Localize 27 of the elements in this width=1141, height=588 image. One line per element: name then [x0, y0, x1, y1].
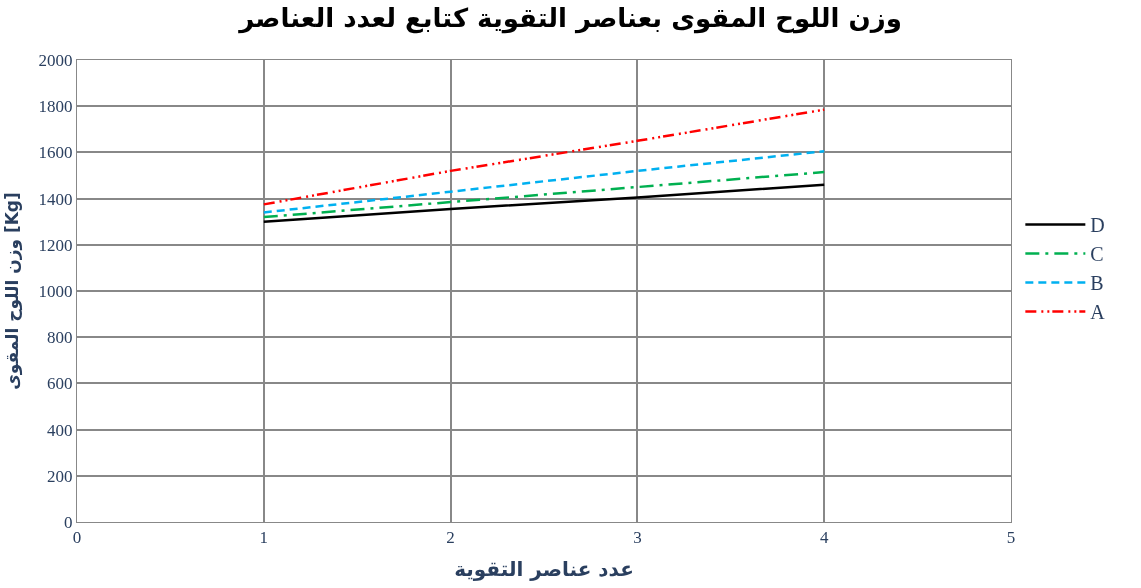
- x-tick-label: 2: [446, 528, 455, 548]
- line-series: [262, 150, 826, 214]
- y-tick-label: 400: [47, 420, 73, 440]
- y-tick-label: 1600: [38, 143, 73, 163]
- y-tick-label: 200: [47, 466, 73, 486]
- x-tick-label: 4: [819, 528, 829, 548]
- line-series: [262, 183, 826, 223]
- y-tick-label: 2000: [38, 50, 73, 70]
- x-tick-label: 1: [259, 528, 269, 548]
- chart-title: وزن اللوح المقوى بعناصر التقوية كتابع لعدد العناصر: [237, 3, 902, 35]
- legend-label: A: [1090, 301, 1106, 324]
- x-tick-label: 3: [633, 528, 642, 548]
- y-tick-label: 600: [47, 374, 73, 394]
- y-tick-label: 1800: [38, 97, 73, 117]
- line-series: [262, 170, 826, 219]
- y-tick-label: 1400: [38, 189, 73, 209]
- x-axis-title: عدد عناصر التقوية: [454, 556, 634, 581]
- line-series: [262, 108, 826, 206]
- y-tick-label: 1000: [38, 281, 73, 301]
- y-axis-title: وزن اللوح المقوى [Kg]: [2, 192, 24, 390]
- legend-label: B: [1090, 272, 1104, 295]
- y-tick-label: 0: [64, 512, 73, 532]
- y-tick-label: 800: [47, 328, 73, 348]
- legend-label: C: [1090, 243, 1104, 266]
- y-tick-label: 1200: [38, 235, 73, 255]
- legend-label: D: [1090, 214, 1105, 237]
- x-tick-label: 5: [1006, 528, 1016, 548]
